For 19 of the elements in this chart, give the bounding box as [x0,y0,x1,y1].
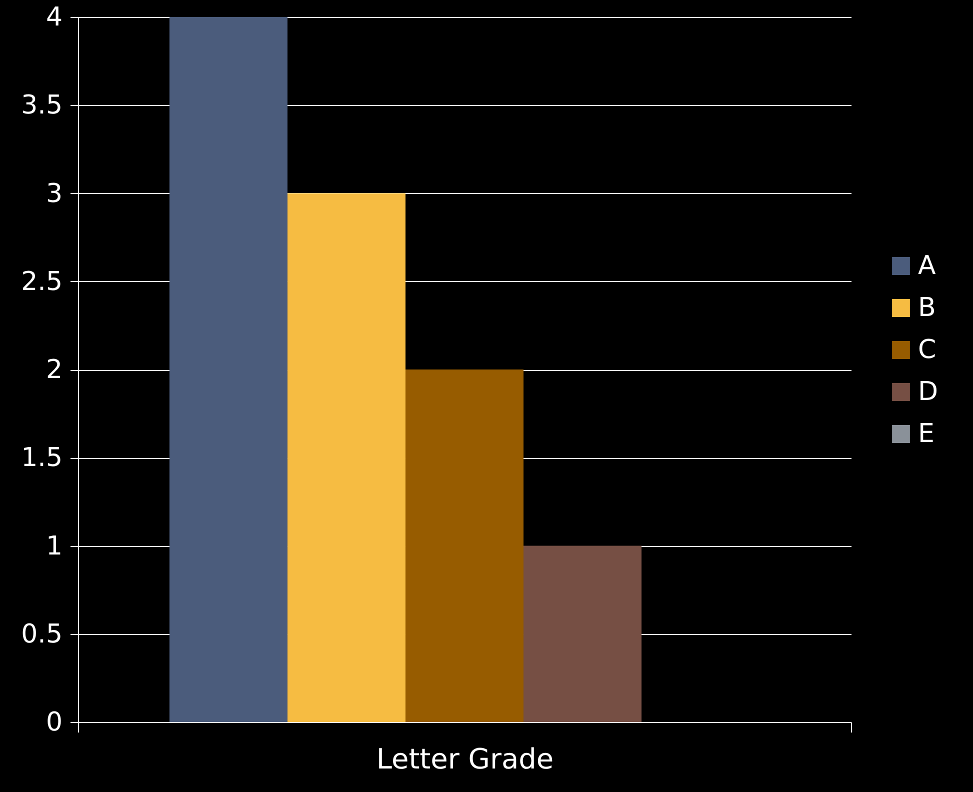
y-tick-label: 1 [46,531,62,562]
bar [524,546,642,722]
y-tick-label: 3 [46,178,62,209]
legend-label: B [918,293,936,323]
legend-label: C [918,335,936,365]
legend-label: E [918,419,934,449]
bar [169,17,288,722]
y-tick-label: 2.5 [21,266,62,297]
y-tick-label: 4 [46,2,62,32]
x-tick-label: Letter Grade [376,742,554,776]
y-tick-label: 1.5 [21,443,62,474]
legend-label: D [918,377,938,407]
y-tick-label: 3.5 [21,90,62,121]
y-tick-label: 0 [46,708,62,738]
y-tick-label: 0.5 [21,619,62,650]
bar [405,370,524,722]
legend-label: A [918,251,936,281]
bar [287,193,406,722]
y-tick-label: 2 [46,355,62,385]
